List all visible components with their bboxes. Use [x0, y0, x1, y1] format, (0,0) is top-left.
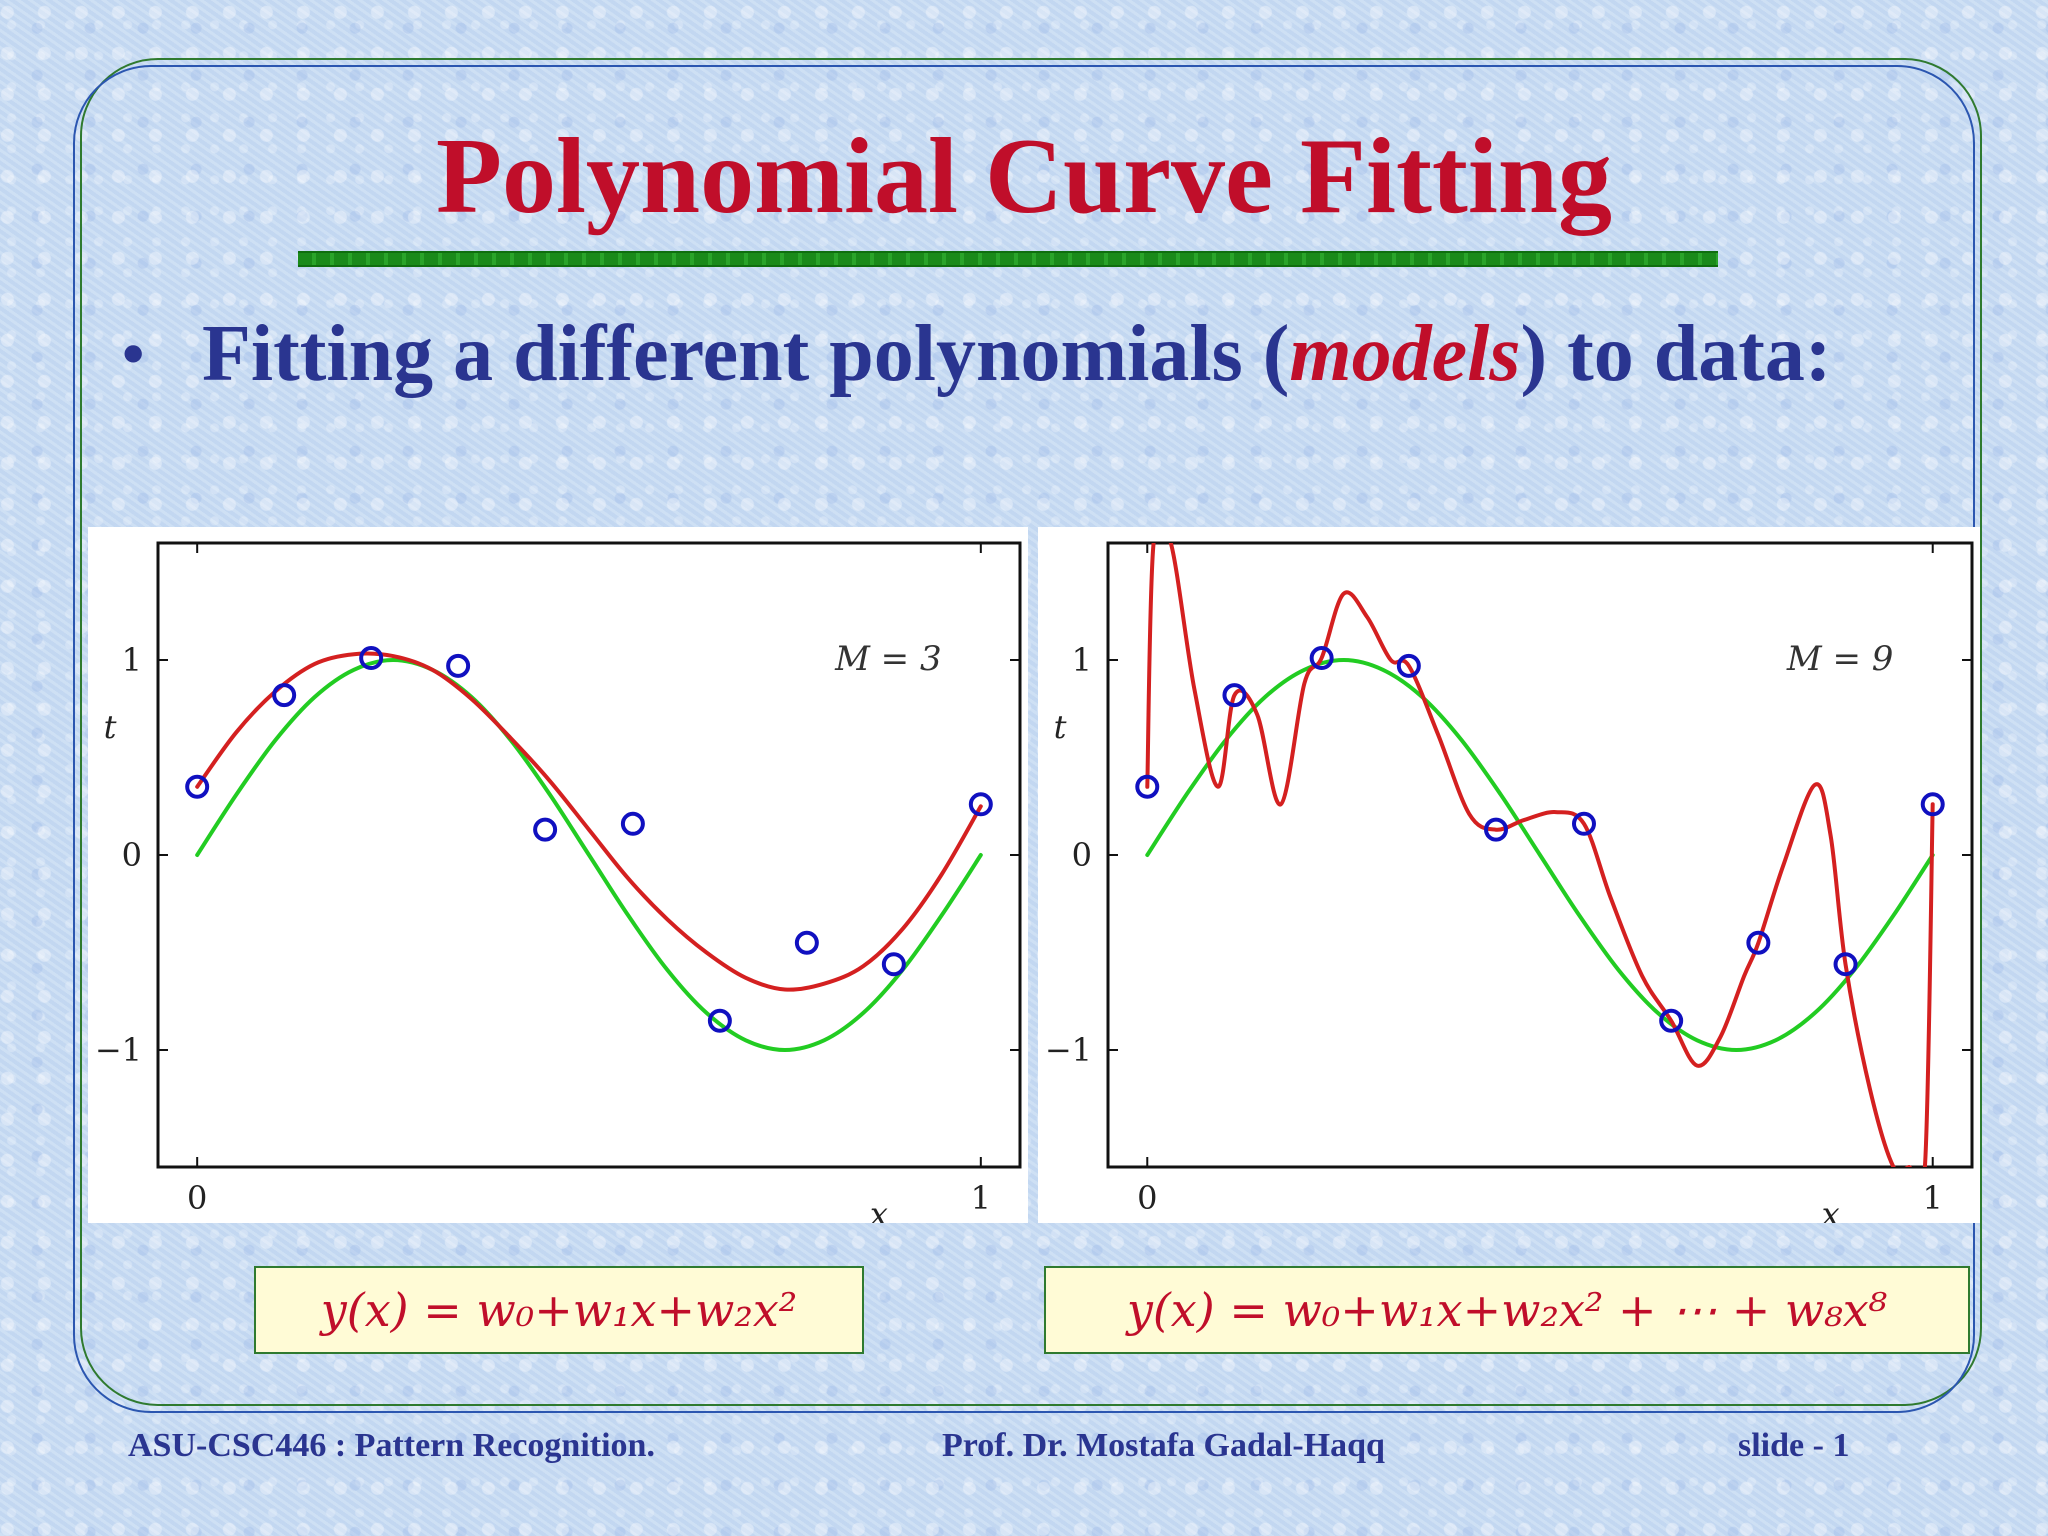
plot-m9: 0 1 −1 0 1 x t M = 9 [1038, 527, 1980, 1223]
y-tick-label: −1 [95, 1031, 142, 1069]
footer-course: ASU-CSC446 : Pattern Recognition. [128, 1427, 655, 1464]
y-tick-label: 1 [122, 641, 142, 679]
y-tick-label: 1 [1072, 641, 1092, 679]
data-point [620, 811, 645, 836]
equation-m9: y(x) = w₀+w₁x+w₂x² + ⋯ + w₈x⁸ [1044, 1266, 1970, 1354]
bullet-text-before: Fitting a different polynomials ( [202, 310, 1290, 398]
equation-m3: y(x) = w₀+w₁x+w₂x² [254, 1266, 864, 1354]
true-function-curve [1145, 658, 1935, 1052]
slide-title: Polynomial Curve Fitting [436, 117, 1612, 236]
model-order-label: M = 3 [834, 639, 942, 679]
model-order-label: M = 9 [1786, 639, 1894, 679]
x-tick-label: 0 [1137, 1179, 1157, 1217]
footer-author: Prof. Dr. Mostafa Gadal-Haqq [942, 1427, 1385, 1464]
data-point [968, 792, 993, 817]
x-axis-label: x [870, 1195, 888, 1223]
y-tick-label: 0 [1072, 836, 1092, 874]
x-tick-label: 1 [1923, 1179, 1943, 1217]
data-point [185, 774, 210, 799]
x-tick-label: 1 [971, 1179, 991, 1217]
y-axis-label: t [104, 708, 117, 746]
y-axis-label: t [1054, 708, 1067, 746]
data-point [1309, 646, 1334, 671]
plot-m3: 0 1 −1 0 1 x t M = 3 [88, 527, 1028, 1223]
fitted-polynomial-curve [1145, 543, 1935, 1167]
x-tick-label: 0 [187, 1179, 207, 1217]
bullet-icon: • [122, 318, 145, 389]
bullet-emphasis: models [1289, 310, 1521, 398]
data-point [794, 930, 819, 955]
data-point [1920, 792, 1945, 817]
x-axis-label: x [1822, 1195, 1840, 1223]
data-point [1222, 683, 1247, 708]
data-point [272, 683, 297, 708]
data-point [881, 952, 906, 977]
data-point [1396, 653, 1421, 678]
data-point [707, 1008, 732, 1033]
fitted-polynomial-curve [195, 651, 983, 992]
footer-slide-number: slide - 1 [1738, 1427, 1850, 1464]
data-point [446, 653, 471, 678]
data-point [1659, 1008, 1684, 1033]
data-point [1746, 930, 1771, 955]
slide-frame-outer [80, 58, 1982, 1406]
data-point [1135, 774, 1160, 799]
plot-m9-svg: 0 1 −1 0 1 x t M = 9 [1045, 541, 1974, 1223]
data-point [1833, 952, 1858, 977]
y-tick-label: −1 [1045, 1031, 1092, 1069]
data-point [1484, 817, 1509, 842]
data-point [359, 646, 384, 671]
bullet-text: Fitting a different polynomials (models)… [202, 300, 1922, 408]
true-function-curve [195, 658, 983, 1052]
data-point [533, 817, 558, 842]
data-point [1571, 811, 1596, 836]
bullet-text-after: ) to data: [1520, 310, 1832, 398]
plot-m3-svg: 0 1 −1 0 1 x t M = 3 [95, 541, 1022, 1223]
title-underline [298, 251, 1718, 267]
y-tick-label: 0 [122, 836, 142, 874]
